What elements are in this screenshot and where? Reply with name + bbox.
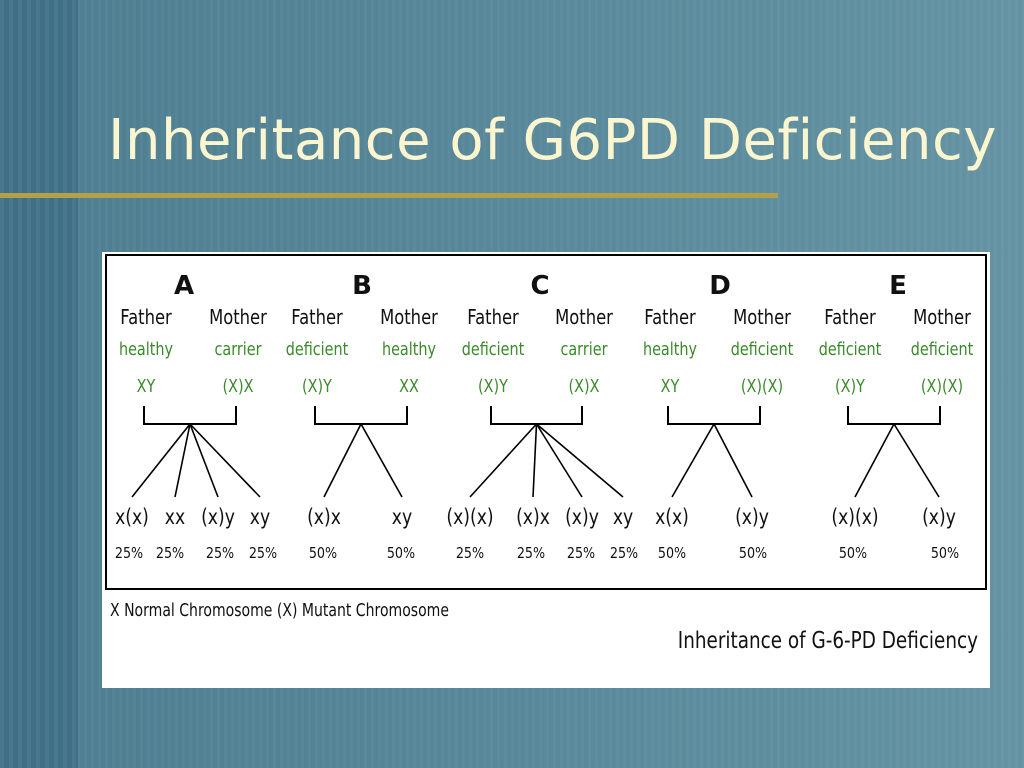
cross-a-letter: A <box>174 271 194 301</box>
cross-b-father-label: Father <box>291 307 343 330</box>
cross-b-mother-genotype: XX <box>399 375 419 396</box>
cross-a-father-label: Father <box>120 307 172 330</box>
cross-b-branch-line <box>323 423 362 498</box>
cross-d-parent-bracket <box>667 406 761 425</box>
cross-a-father-genotype: XY <box>137 375 156 396</box>
cross-e-father-status: deficient <box>819 338 882 359</box>
diagram-frame <box>105 254 987 590</box>
cross-e-offspring-percent: 50% <box>839 545 867 562</box>
cross-e-parent-bracket <box>847 406 941 425</box>
chromosome-legend: X Normal Chromosome (X) Mutant Chromosom… <box>110 599 449 620</box>
cross-c-branch-line <box>535 423 624 498</box>
cross-b-offspring-percent: 50% <box>387 545 415 562</box>
cross-e-father-genotype: (X)Y <box>835 375 865 396</box>
cross-c-branch-line <box>535 423 583 498</box>
cross-b-parent-bracket <box>314 406 408 425</box>
cross-d-mother-status: deficient <box>731 338 794 359</box>
cross-c-father-genotype: (X)Y <box>478 375 508 396</box>
cross-c-offspring-percent: 25% <box>567 545 595 562</box>
cross-a-branch-line <box>189 423 261 498</box>
cross-d-branch-line <box>671 423 715 498</box>
cross-a-mother-label: Mother <box>209 307 267 330</box>
cross-e-mother-genotype: (X)(X) <box>921 375 963 396</box>
cross-a-mother-status: carrier <box>214 338 261 359</box>
slide-title: Inheritance of G6PD Deficiency <box>108 108 997 173</box>
cross-e-branch-line <box>854 423 895 498</box>
cross-c-parent-bracket <box>490 406 583 425</box>
cross-e-offspring-genotype: (x)(x) <box>831 504 878 529</box>
cross-e-mother-label: Mother <box>913 307 971 330</box>
cross-b-mother-label: Mother <box>380 307 438 330</box>
cross-d-father-label: Father <box>644 307 696 330</box>
cross-a-offspring-genotype: (x)y <box>201 504 235 529</box>
cross-d-offspring-percent: 50% <box>658 545 686 562</box>
cross-b-offspring-genotype: (x)x <box>307 504 341 529</box>
inheritance-figure: A Father Mother healthy carrier XY (X)X x(x) 25%… <box>102 252 990 688</box>
cross-c-offspring-percent: 25% <box>456 545 484 562</box>
cross-c-letter: C <box>530 271 549 301</box>
cross-b-branch-line <box>360 423 403 498</box>
cross-e-father-label: Father <box>824 307 876 330</box>
cross-c-mother-label: Mother <box>555 307 613 330</box>
cross-a-branch-line <box>189 423 219 498</box>
cross-a-offspring-genotype: xy <box>250 504 270 529</box>
cross-d-offspring-genotype: x(x) <box>655 504 689 529</box>
cross-d-letter: D <box>709 271 731 301</box>
cross-a-parent-bracket <box>143 406 237 425</box>
cross-a-branch-line <box>174 423 191 498</box>
cross-c-offspring-percent: 25% <box>517 545 545 562</box>
cross-a-offspring-percent: 25% <box>249 545 277 562</box>
cross-a-offspring-genotype: xx <box>165 504 185 529</box>
cross-b-offspring-percent: 50% <box>309 545 337 562</box>
cross-e-branch-line <box>893 423 940 498</box>
cross-c-father-status: deficient <box>462 338 525 359</box>
cross-e-offspring-genotype: (x)y <box>922 504 956 529</box>
cross-a-offspring-percent: 25% <box>156 545 184 562</box>
cross-d-branch-line <box>713 423 753 498</box>
cross-d-father-genotype: XY <box>661 375 680 396</box>
cross-e-mother-status: deficient <box>911 338 974 359</box>
cross-b-offspring-genotype: xy <box>392 504 412 529</box>
cross-a-father-status: healthy <box>119 338 173 359</box>
cross-b-letter: B <box>352 271 372 301</box>
cross-a-offspring-genotype: x(x) <box>115 504 149 529</box>
cross-d-offspring-percent: 50% <box>739 545 767 562</box>
cross-c-offspring-genotype: (x)x <box>516 504 550 529</box>
cross-e-offspring-percent: 50% <box>931 545 959 562</box>
cross-b-father-status: deficient <box>286 338 349 359</box>
cross-c-father-label: Father <box>467 307 519 330</box>
cross-c-offspring-genotype: xy <box>613 504 633 529</box>
left-stripe-band <box>0 0 78 768</box>
cross-e-letter: E <box>889 271 907 301</box>
cross-c-branch-line <box>532 423 538 498</box>
title-underline-rule <box>0 193 778 198</box>
cross-c-branch-line <box>469 423 538 498</box>
cross-c-mother-status: carrier <box>560 338 607 359</box>
cross-a-branch-line <box>131 423 191 498</box>
cross-d-mother-label: Mother <box>733 307 791 330</box>
cross-d-father-status: healthy <box>643 338 697 359</box>
cross-d-offspring-genotype: (x)y <box>735 504 769 529</box>
figure-caption: Inheritance of G-6-PD Deficiency <box>678 627 978 654</box>
cross-b-father-genotype: (X)Y <box>302 375 332 396</box>
cross-a-offspring-percent: 25% <box>115 545 143 562</box>
cross-c-mother-genotype: (X)X <box>569 375 600 396</box>
cross-b-mother-status: healthy <box>382 338 436 359</box>
cross-c-offspring-percent: 25% <box>610 545 638 562</box>
cross-a-mother-genotype: (X)X <box>223 375 254 396</box>
cross-c-offspring-genotype: (x)y <box>565 504 599 529</box>
cross-a-offspring-percent: 25% <box>206 545 234 562</box>
cross-c-offspring-genotype: (x)(x) <box>446 504 493 529</box>
cross-d-mother-genotype: (X)(X) <box>741 375 783 396</box>
